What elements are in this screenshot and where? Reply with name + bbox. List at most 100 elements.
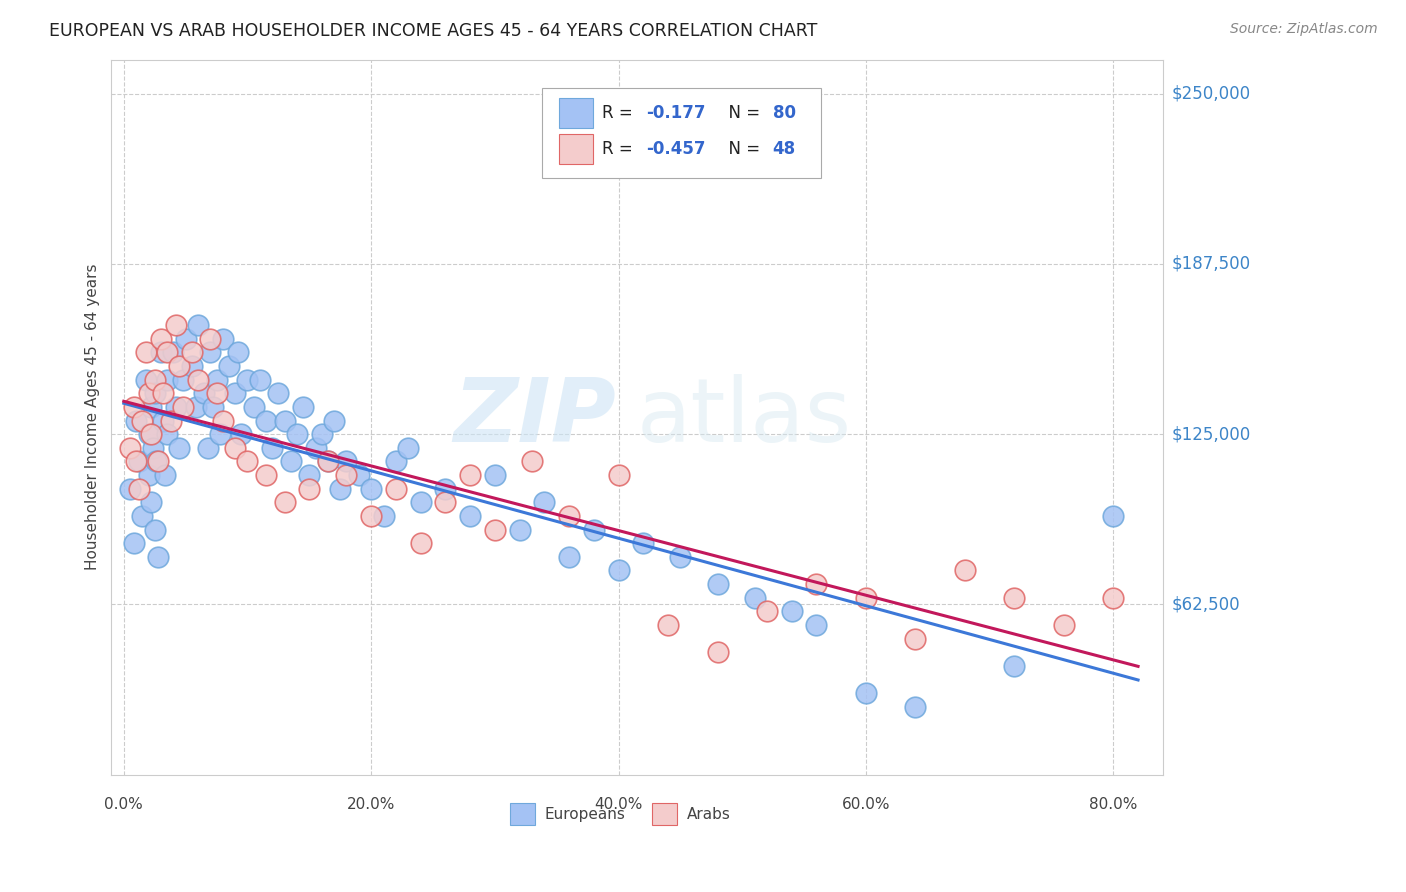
Point bbox=[131, 413, 153, 427]
Point bbox=[262, 441, 284, 455]
Point bbox=[169, 441, 191, 455]
Point bbox=[329, 482, 352, 496]
Point bbox=[165, 318, 187, 333]
Point bbox=[200, 345, 222, 359]
Point bbox=[143, 373, 166, 387]
Point bbox=[706, 645, 728, 659]
Point bbox=[125, 454, 148, 468]
Y-axis label: Householder Income Ages 45 - 64 years: Householder Income Ages 45 - 64 years bbox=[86, 264, 100, 570]
Point bbox=[780, 604, 803, 618]
Point bbox=[509, 523, 531, 537]
Point bbox=[706, 577, 728, 591]
Point bbox=[135, 345, 157, 359]
Point bbox=[657, 618, 679, 632]
Text: Source: ZipAtlas.com: Source: ZipAtlas.com bbox=[1230, 22, 1378, 37]
Point bbox=[231, 427, 253, 442]
Text: -0.177: -0.177 bbox=[647, 104, 706, 122]
Point bbox=[267, 386, 290, 401]
Point bbox=[1002, 591, 1025, 605]
Point bbox=[254, 468, 277, 483]
Point bbox=[904, 699, 927, 714]
Point bbox=[633, 536, 655, 550]
Point bbox=[335, 454, 357, 468]
Text: R =: R = bbox=[602, 104, 638, 122]
Point bbox=[209, 427, 232, 442]
Point bbox=[582, 523, 605, 537]
Point bbox=[1053, 618, 1076, 632]
Point bbox=[218, 359, 240, 373]
Point bbox=[855, 591, 877, 605]
Point bbox=[172, 400, 194, 414]
Point bbox=[201, 400, 224, 414]
Point bbox=[396, 441, 419, 455]
Point bbox=[143, 523, 166, 537]
Point bbox=[756, 604, 779, 618]
Text: 60.0%: 60.0% bbox=[842, 797, 890, 812]
Point bbox=[142, 441, 165, 455]
Point bbox=[153, 468, 176, 483]
Text: 48: 48 bbox=[773, 140, 796, 158]
Point bbox=[169, 359, 191, 373]
Text: ZIP: ZIP bbox=[453, 374, 616, 460]
Point bbox=[458, 468, 481, 483]
Point bbox=[298, 468, 321, 483]
Point bbox=[180, 359, 202, 373]
Text: N =: N = bbox=[718, 104, 765, 122]
Point bbox=[458, 508, 481, 523]
Point bbox=[200, 332, 222, 346]
Point bbox=[273, 413, 295, 427]
Text: $62,500: $62,500 bbox=[1171, 596, 1240, 614]
Point bbox=[211, 413, 233, 427]
Point bbox=[904, 632, 927, 646]
Point bbox=[187, 373, 209, 387]
Point bbox=[156, 427, 179, 442]
Point bbox=[143, 386, 166, 401]
FancyBboxPatch shape bbox=[543, 88, 821, 178]
Point bbox=[128, 482, 150, 496]
FancyBboxPatch shape bbox=[560, 134, 593, 164]
Point bbox=[385, 454, 408, 468]
Point bbox=[148, 454, 170, 468]
Text: $125,000: $125,000 bbox=[1171, 425, 1250, 443]
Point bbox=[193, 386, 215, 401]
Point bbox=[197, 441, 219, 455]
Point bbox=[373, 508, 395, 523]
Point bbox=[484, 468, 506, 483]
Point bbox=[122, 400, 145, 414]
Point bbox=[138, 427, 160, 442]
Point bbox=[149, 332, 172, 346]
Point bbox=[184, 400, 207, 414]
Point bbox=[1102, 591, 1125, 605]
Point bbox=[139, 400, 162, 414]
Point bbox=[224, 441, 246, 455]
Point bbox=[855, 686, 877, 700]
Point bbox=[385, 482, 408, 496]
Point bbox=[149, 345, 172, 359]
Text: -0.457: -0.457 bbox=[647, 140, 706, 158]
Point bbox=[236, 373, 259, 387]
Point bbox=[187, 318, 209, 333]
Point bbox=[152, 386, 174, 401]
Point bbox=[316, 454, 339, 468]
Point bbox=[125, 413, 148, 427]
Point bbox=[409, 495, 432, 509]
Point bbox=[669, 549, 692, 564]
Point bbox=[156, 373, 179, 387]
Point bbox=[138, 468, 160, 483]
Text: $250,000: $250,000 bbox=[1171, 85, 1250, 103]
Point bbox=[335, 468, 357, 483]
Point bbox=[304, 441, 326, 455]
Point bbox=[1002, 658, 1025, 673]
Point bbox=[138, 386, 160, 401]
Point bbox=[533, 495, 555, 509]
Point bbox=[434, 495, 457, 509]
Point bbox=[316, 454, 339, 468]
Point bbox=[298, 482, 321, 496]
Point bbox=[165, 400, 187, 414]
Text: atlas: atlas bbox=[637, 374, 852, 460]
Point bbox=[174, 332, 197, 346]
Point bbox=[172, 373, 194, 387]
FancyBboxPatch shape bbox=[652, 803, 678, 825]
Text: Europeans: Europeans bbox=[544, 806, 626, 822]
Point bbox=[131, 508, 153, 523]
